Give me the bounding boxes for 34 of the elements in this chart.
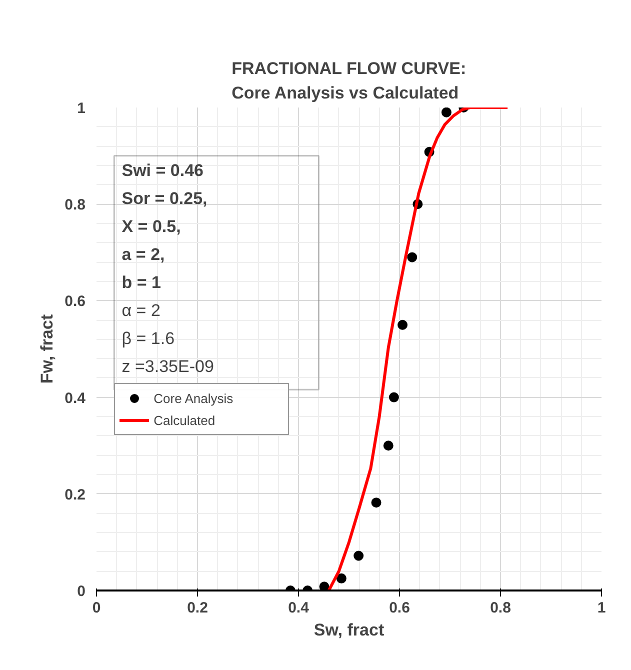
x-tick-label: 0.2 — [187, 600, 208, 616]
x-tick-label: 0.8 — [490, 600, 511, 616]
y-tick-label: 0.4 — [64, 390, 86, 407]
x-tick-label: 0.4 — [288, 600, 310, 616]
annotation: Sor = 0.25, — [122, 188, 208, 208]
annotation: a = 2, — [122, 244, 165, 264]
chart-title: FRACTIONAL FLOW CURVE: Core Analysis vs Calculated — [232, 58, 466, 102]
point — [319, 582, 330, 590]
legend-label: Core Analysis — [154, 390, 234, 406]
point — [441, 108, 452, 118]
y-axis-title: Fw, fract — [38, 314, 57, 384]
point — [398, 320, 408, 330]
x-tick-label: 0 — [92, 600, 101, 616]
y-tick-label: 0.8 — [64, 196, 86, 214]
annotation: X = 0.5, — [122, 216, 181, 236]
y-tick-label: 0.2 — [64, 486, 86, 504]
point — [407, 252, 418, 262]
y-tick-label: 1 — [77, 100, 86, 117]
point — [388, 392, 399, 402]
y-tick-label: 0.6 — [64, 293, 86, 310]
annotation: b = 1 — [122, 272, 161, 292]
point — [383, 440, 394, 451]
point — [354, 550, 364, 561]
point — [371, 498, 382, 508]
annotation: Swi = 0.46 — [122, 160, 204, 180]
x-tick-label: 1 — [597, 600, 606, 616]
x-axis-title: Sw, fract — [314, 620, 384, 640]
annotation: α = 2 — [122, 300, 160, 320]
legend-label: Calculated — [154, 412, 216, 428]
x-tick-label: 0.6 — [389, 600, 410, 616]
annotation: β = 1.6 — [122, 328, 175, 348]
annotation: z =3.35E-09 — [122, 356, 214, 376]
y-tick-label: 0 — [77, 583, 86, 600]
point — [336, 573, 346, 584]
